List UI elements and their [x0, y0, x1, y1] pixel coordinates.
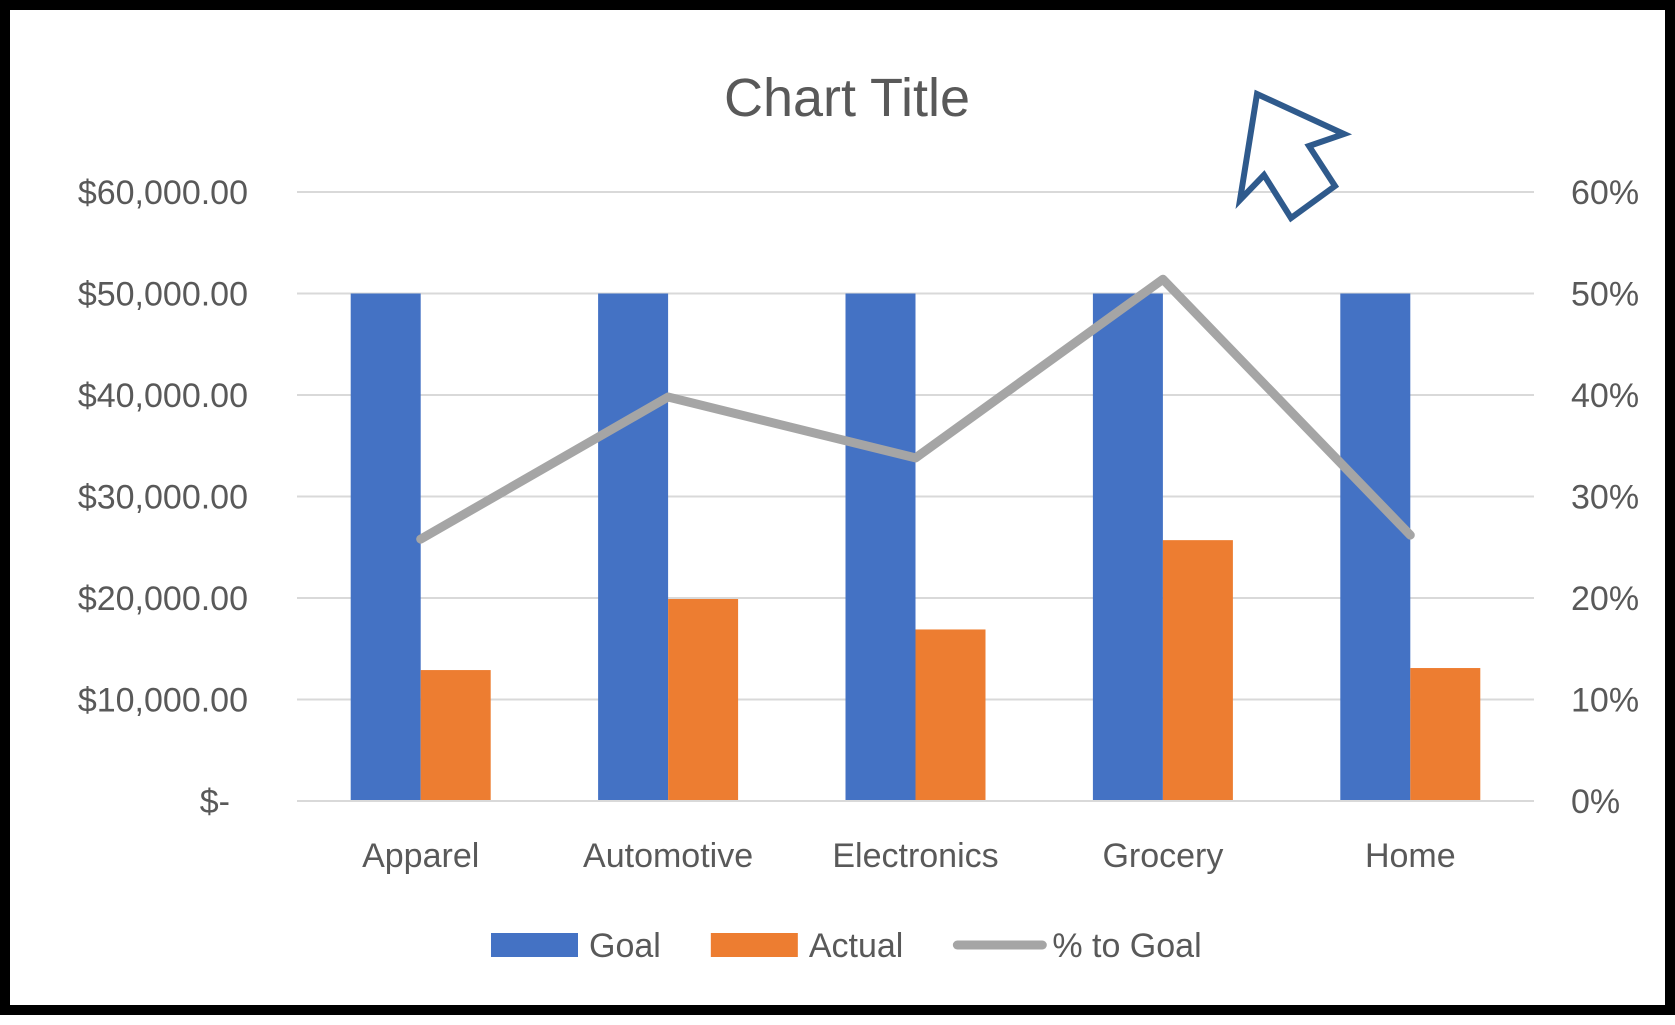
- bar-actual-apparel: [420, 670, 491, 801]
- bar-goal-automotive: [598, 293, 669, 801]
- category-label: Home: [1365, 837, 1456, 875]
- left-axis: $- $10,000.00 $20,000.00 $30,000.00 $40,000.…: [78, 174, 248, 821]
- bar-actual-home: [1410, 668, 1481, 801]
- left-tick-label: $60,000.00: [78, 174, 248, 212]
- bars: [297, 293, 1534, 802]
- category-label: Grocery: [1102, 837, 1223, 875]
- left-tick-label: $10,000.00: [78, 682, 248, 720]
- line--to-goal: [416, 274, 1415, 544]
- bar-goal-home: [1340, 293, 1411, 801]
- arrow-cursor-icon: [1235, 89, 1353, 223]
- bar-goal-grocery: [1092, 293, 1163, 801]
- right-axis: 0% 10% 20% 30% 40% 50% 60%: [1571, 174, 1639, 821]
- right-tick-label: 0%: [1571, 783, 1620, 821]
- right-tick-label: 50%: [1571, 276, 1639, 314]
- bar-goal-electronics: [845, 293, 916, 801]
- left-tick-label: $30,000.00: [78, 479, 248, 517]
- category-axis: Apparel Automotive Electronics Grocery Home: [362, 837, 1456, 875]
- left-tick-label: $20,000.00: [78, 580, 248, 618]
- category-label: Electronics: [832, 837, 998, 875]
- legend: Goal Actual % to Goal: [491, 927, 1202, 965]
- bar-actual-grocery: [1162, 540, 1233, 801]
- chart-title: Chart Title: [724, 68, 970, 128]
- bar-actual-automotive: [668, 599, 739, 801]
- line-series: [416, 274, 1415, 544]
- chart: Chart Title $- $10,000.00 $20,000.00 $30,00…: [78, 68, 1639, 965]
- legend-label: % to Goal: [1052, 927, 1201, 965]
- legend-label: Actual: [809, 927, 904, 965]
- legend-swatch: [710, 933, 798, 957]
- right-tick-label: 10%: [1571, 682, 1639, 720]
- category-label: Apparel: [362, 837, 479, 875]
- bar-actual-electronics: [915, 629, 986, 801]
- left-tick-label: $40,000.00: [78, 377, 248, 415]
- legend-swatch: [491, 933, 578, 957]
- category-label: Automotive: [583, 837, 753, 875]
- bar-goal-apparel: [350, 293, 421, 801]
- right-tick-label: 30%: [1571, 479, 1639, 517]
- right-tick-label: 20%: [1571, 580, 1639, 618]
- legend-label: Goal: [589, 927, 661, 965]
- right-tick-label: 40%: [1571, 377, 1639, 415]
- left-tick-label: $-: [200, 783, 230, 821]
- left-tick-label: $50,000.00: [78, 276, 248, 314]
- right-tick-label: 60%: [1571, 174, 1639, 212]
